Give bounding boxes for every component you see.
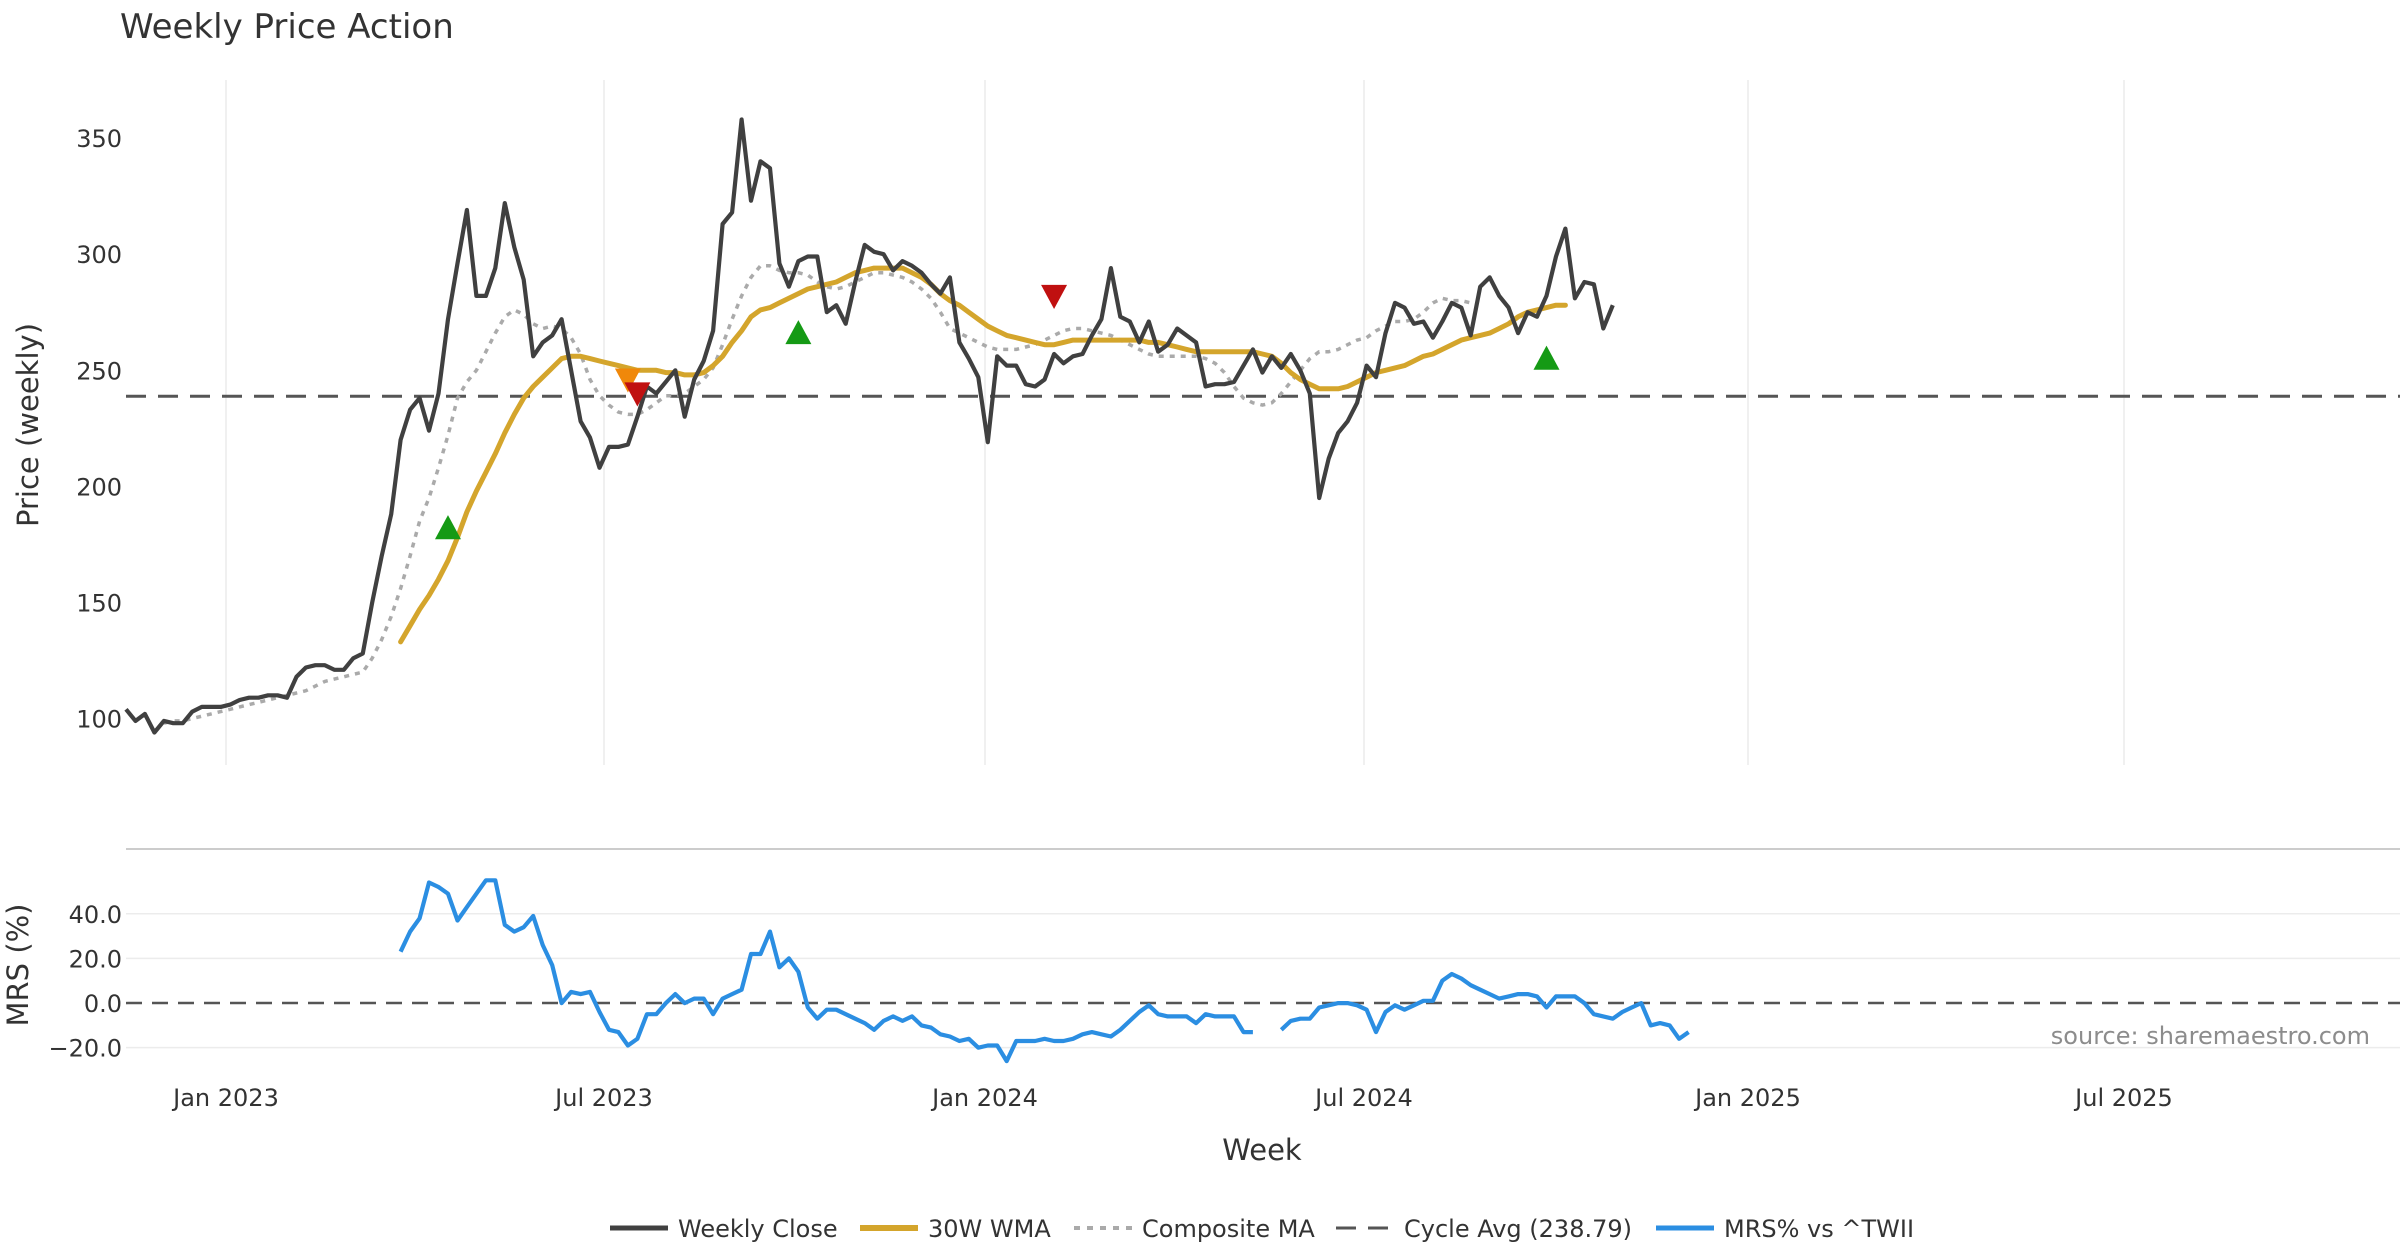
buy-signal-marker: [785, 320, 812, 345]
wma-30w-line: [398, 265, 1568, 645]
price-y-label: Price (weekly): [11, 323, 45, 527]
x-tick-label: Jan 2023: [171, 1084, 279, 1112]
x-axis-label: Week: [1222, 1133, 1302, 1167]
series-layer: [124, 117, 2400, 1064]
price-ytick-label: 250: [76, 357, 122, 385]
x-tick-label: Jan 2025: [1693, 1084, 1801, 1112]
x-tick-label: Jul 2023: [553, 1084, 653, 1112]
chart-title: Weekly Price Action: [120, 7, 454, 47]
mrs-y-axis: −20.0 0.0 20.0 40.0: [48, 901, 122, 1063]
mrs-ytick-label: 40.0: [69, 901, 122, 929]
x-tick-label: Jan 2024: [930, 1084, 1038, 1112]
mrs-line: [398, 878, 1690, 1064]
warn-signal-marker: [614, 368, 641, 393]
composite-ma-line: [163, 264, 1472, 725]
price-ytick-label: 300: [76, 241, 122, 269]
x-tick-label: Jul 2025: [2073, 1084, 2173, 1112]
buy-signal-marker: [434, 515, 461, 540]
legend-label-cycle-avg: Cycle Avg (238.79): [1404, 1215, 1632, 1243]
sell-signal-marker: [624, 382, 651, 407]
legend-label-mrs: MRS% vs ^TWII: [1724, 1215, 1914, 1243]
mrs-ytick-label: −20.0: [48, 1035, 122, 1063]
price-y-axis: 100 150 200 250 300 350: [76, 125, 122, 734]
source-label: source: sharemaestro.com: [2051, 1022, 2370, 1050]
legend-label-30w-wma: 30W WMA: [928, 1215, 1051, 1243]
weekly-close-line: [124, 117, 1615, 735]
mrs-ytick-label: 0.0: [84, 990, 122, 1018]
x-tick-label: Jul 2024: [1313, 1084, 1413, 1112]
legend-label-composite-ma: Composite MA: [1142, 1215, 1315, 1243]
price-ytick-label: 350: [76, 125, 122, 153]
mrs-ytick-label: 20.0: [69, 945, 122, 973]
mrs-y-label: MRS (%): [1, 904, 35, 1027]
price-ytick-label: 150: [76, 589, 122, 617]
mrs-gridlines: [126, 913, 2400, 1049]
markers-layer: [434, 284, 1560, 540]
price-ytick-label: 100: [76, 706, 122, 734]
legend: Weekly Close 30W WMA Composite MA Cycle …: [610, 1215, 1914, 1243]
price-ytick-label: 200: [76, 473, 122, 501]
legend-label-weekly-close: Weekly Close: [678, 1215, 838, 1243]
sell-signal-marker: [1041, 284, 1068, 309]
x-axis: Jan 2023 Jul 2023 Jan 2024 Jul 2024 Jan 2025…: [171, 1084, 2173, 1112]
buy-signal-marker: [1533, 345, 1560, 370]
